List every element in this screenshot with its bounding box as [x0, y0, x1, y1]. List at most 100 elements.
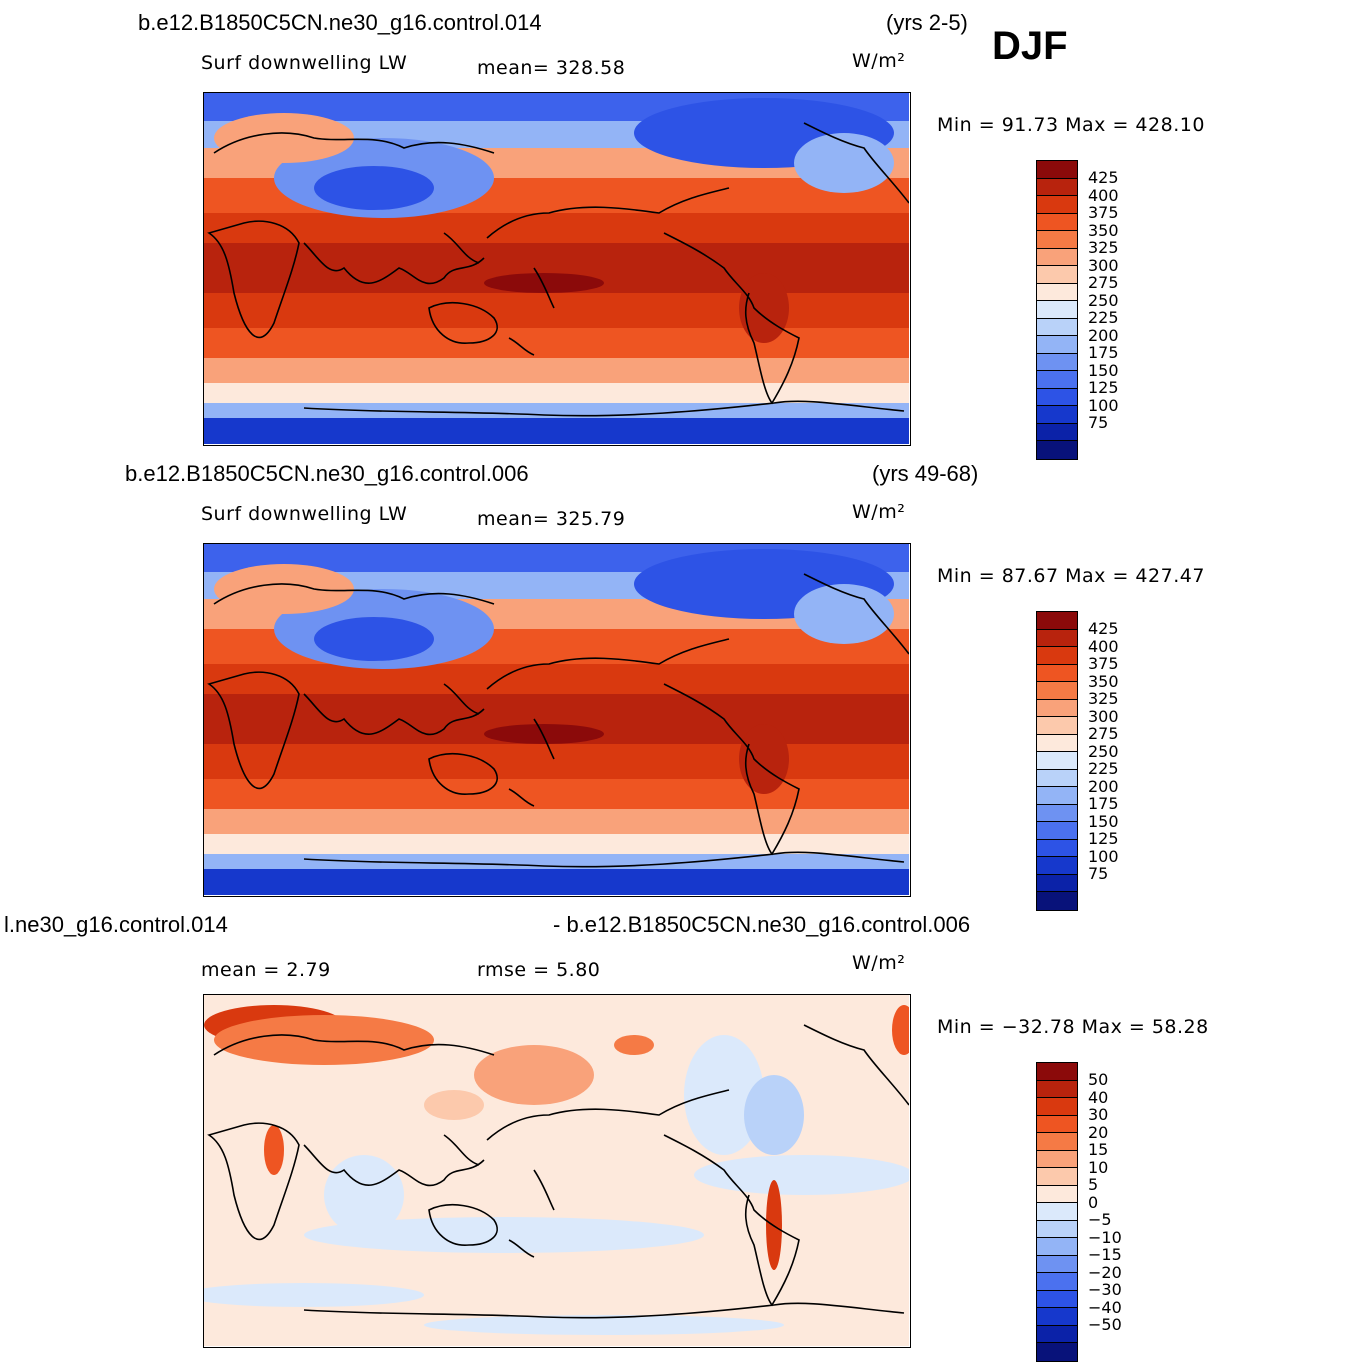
coastline — [443, 683, 480, 715]
colorbar-swatch — [1037, 336, 1077, 354]
colorbar-tick-label: 400 — [1088, 185, 1119, 205]
colorbar-swatch — [1037, 717, 1077, 735]
map-color-band — [204, 834, 909, 854]
panel2-years: (yrs 49-68) — [872, 461, 979, 486]
colorbar-swatch — [1037, 892, 1077, 910]
colorbar-swatch — [1037, 1220, 1077, 1238]
colorbar-tick-label: 75 — [1088, 413, 1109, 432]
coastline — [663, 232, 800, 405]
colorbar-swatch — [1037, 1273, 1077, 1291]
panel3-colorbar — [1036, 1062, 1078, 1362]
colorbar-tick-label: 100 — [1088, 846, 1119, 866]
panel1-units: W/m² — [852, 50, 906, 72]
coastline — [486, 638, 730, 690]
coastline — [486, 1089, 730, 1141]
colorbar-swatch — [1037, 629, 1077, 647]
map-color-band — [204, 328, 909, 358]
coastline — [303, 851, 905, 868]
panel1-variable: Surf downwelling LW — [201, 52, 408, 74]
colorbar-swatch — [1037, 406, 1077, 424]
colorbar-swatch — [1037, 1098, 1077, 1116]
colorbar-tick-label: 75 — [1088, 864, 1109, 883]
colorbar-swatch — [1037, 318, 1077, 336]
colorbar-tick-label: 325 — [1088, 689, 1119, 708]
panel1-mean: mean= 328.58 — [477, 57, 626, 79]
colorbar-swatch — [1037, 647, 1077, 665]
anomaly-region — [424, 1090, 484, 1120]
colorbar-tick-label: −5 — [1088, 1210, 1112, 1229]
colorbar-tick-label: −15 — [1088, 1245, 1122, 1264]
colorbar-tick-label: 20 — [1088, 1122, 1109, 1142]
colorbar-tick-label: 250 — [1088, 741, 1119, 761]
coastline — [533, 267, 555, 309]
colorbar-tick-label: 225 — [1088, 759, 1119, 778]
anomaly-region — [214, 1015, 434, 1065]
colorbar-tick-label: 50 — [1088, 1070, 1109, 1089]
colorbar-tick-label: 425 — [1088, 168, 1119, 187]
map-color-band — [204, 213, 909, 243]
coastline — [663, 683, 800, 856]
colorbar-swatch — [1037, 1063, 1077, 1081]
colorbar-swatch — [1037, 682, 1077, 700]
panel2-case-title: b.e12.B1850C5CN.ne30_g16.control.006 — [125, 461, 529, 486]
anomaly-region — [684, 1035, 764, 1155]
panel3-mean: mean = 2.79 — [201, 959, 331, 981]
coastline — [486, 187, 730, 239]
colorbar-swatch — [1037, 441, 1077, 459]
coastline — [428, 753, 498, 795]
colorbar-swatch — [1037, 612, 1077, 630]
colorbar-tick-label: 15 — [1088, 1140, 1109, 1159]
colorbar-swatch — [1037, 1133, 1077, 1151]
panel3-minmax: Min = −32.78 Max = 58.28 — [937, 1016, 1209, 1038]
colorbar-swatch — [1037, 874, 1077, 892]
coastline — [803, 573, 909, 655]
colorbar-swatch — [1037, 1150, 1077, 1168]
colorbar-swatch — [1037, 1168, 1077, 1186]
colorbar-tick-label: 200 — [1088, 776, 1119, 796]
cold-region — [794, 133, 894, 193]
colorbar-tick-label: 275 — [1088, 273, 1119, 292]
colorbar-tick-label: 300 — [1088, 706, 1119, 726]
cold-region — [314, 617, 434, 661]
coastline — [803, 1024, 909, 1106]
panel2-colorbar — [1036, 611, 1078, 911]
panel3-case-title: l.ne30_g16.control.014 — [4, 912, 228, 937]
coastline — [508, 788, 535, 807]
anomaly-region — [694, 1155, 909, 1195]
colorbar-swatch — [1037, 1080, 1077, 1098]
colorbar-tick-label: 10 — [1088, 1157, 1109, 1177]
panel2-colorbar-labels: 425 400 375 350 325 300 275 250 225 200 175 150 125 1… — [1088, 620, 1119, 883]
colorbar-tick-label: 5 — [1088, 1175, 1099, 1194]
coastline — [213, 583, 495, 605]
coastline — [303, 242, 485, 285]
colorbar-swatch — [1037, 822, 1077, 840]
colorbar-swatch — [1037, 196, 1077, 214]
colorbar-tick-label: 325 — [1088, 238, 1119, 257]
colorbar-tick-label: 125 — [1088, 829, 1119, 848]
colorbar-swatch — [1037, 699, 1077, 717]
colorbar-swatch — [1037, 283, 1077, 301]
panel3-map — [203, 994, 911, 1348]
colorbar-swatch — [1037, 787, 1077, 805]
coastline — [428, 1204, 498, 1246]
panel2-map — [203, 543, 911, 897]
colorbar-tick-label: 125 — [1088, 378, 1119, 397]
colorbar-swatch — [1037, 804, 1077, 822]
colorbar-tick-label: −10 — [1088, 1227, 1122, 1247]
colorbar-tick-label: 150 — [1088, 811, 1119, 831]
colorbar-tick-label: 375 — [1088, 654, 1119, 673]
map-color-band — [204, 293, 909, 328]
map-color-band — [204, 744, 909, 779]
coastline — [533, 1169, 555, 1211]
panel2-variable: Surf downwelling LW — [201, 503, 408, 525]
colorbar-swatch — [1037, 178, 1077, 196]
colorbar-swatch — [1037, 301, 1077, 319]
colorbar-swatch — [1037, 1290, 1077, 1308]
anomaly-region — [744, 1075, 804, 1155]
coastline — [303, 1302, 905, 1319]
coastline — [533, 718, 555, 760]
colorbar-swatch — [1037, 388, 1077, 406]
colorbar-swatch — [1037, 161, 1077, 179]
colorbar-swatch — [1037, 423, 1077, 441]
panel1-colorbar — [1036, 160, 1078, 460]
